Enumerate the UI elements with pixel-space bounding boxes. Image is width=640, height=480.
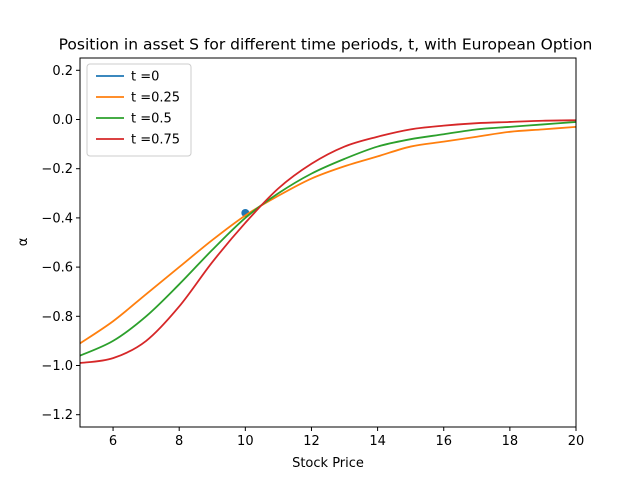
x-tick-label: 6 xyxy=(109,434,117,449)
legend-label: t =0.5 xyxy=(131,112,172,127)
legend-label: t =0 xyxy=(131,70,159,85)
legend-box xyxy=(86,63,192,157)
x-tick-label: 16 xyxy=(435,434,452,449)
legend-label: t =0.25 xyxy=(131,91,180,106)
legend-label: t =0.75 xyxy=(131,133,180,148)
chart-title: Position in asset S for different time p… xyxy=(59,36,593,54)
y-tick-label: −0.4 xyxy=(41,211,73,226)
x-tick-label: 12 xyxy=(303,434,320,449)
x-tick-label: 14 xyxy=(369,434,386,449)
y-tick-label: −0.2 xyxy=(41,162,73,177)
series-line-t-0-75 xyxy=(79,119,577,364)
x-tick-label: 8 xyxy=(175,434,183,449)
y-tick-label: −1.0 xyxy=(41,359,73,374)
x-tick-label: 18 xyxy=(502,434,519,449)
x-axis-label: Stock Price xyxy=(292,456,364,471)
series-line-t-0-25 xyxy=(79,125,577,345)
y-tick-label: 0.0 xyxy=(52,113,73,128)
y-axis: −1.2 −1.0 −0.8 −0.6 −0.4 −0.2 0.0 0.2 xyxy=(41,64,80,423)
legend: t =0 t =0.25 t =0.5 t =0.75 xyxy=(86,63,192,157)
series-line-t-0-5 xyxy=(79,121,577,357)
y-tick-label: −0.8 xyxy=(41,310,73,325)
plot-frame xyxy=(79,57,577,428)
y-tick-label: −0.6 xyxy=(41,261,73,276)
x-axis: 6 8 10 12 14 16 18 20 xyxy=(109,427,584,449)
y-tick-label: 0.2 xyxy=(52,64,73,79)
y-axis-label: α xyxy=(16,238,31,247)
y-tick-label: −1.2 xyxy=(41,408,73,423)
x-tick-label: 10 xyxy=(237,434,254,449)
x-tick-label: 20 xyxy=(568,434,585,449)
